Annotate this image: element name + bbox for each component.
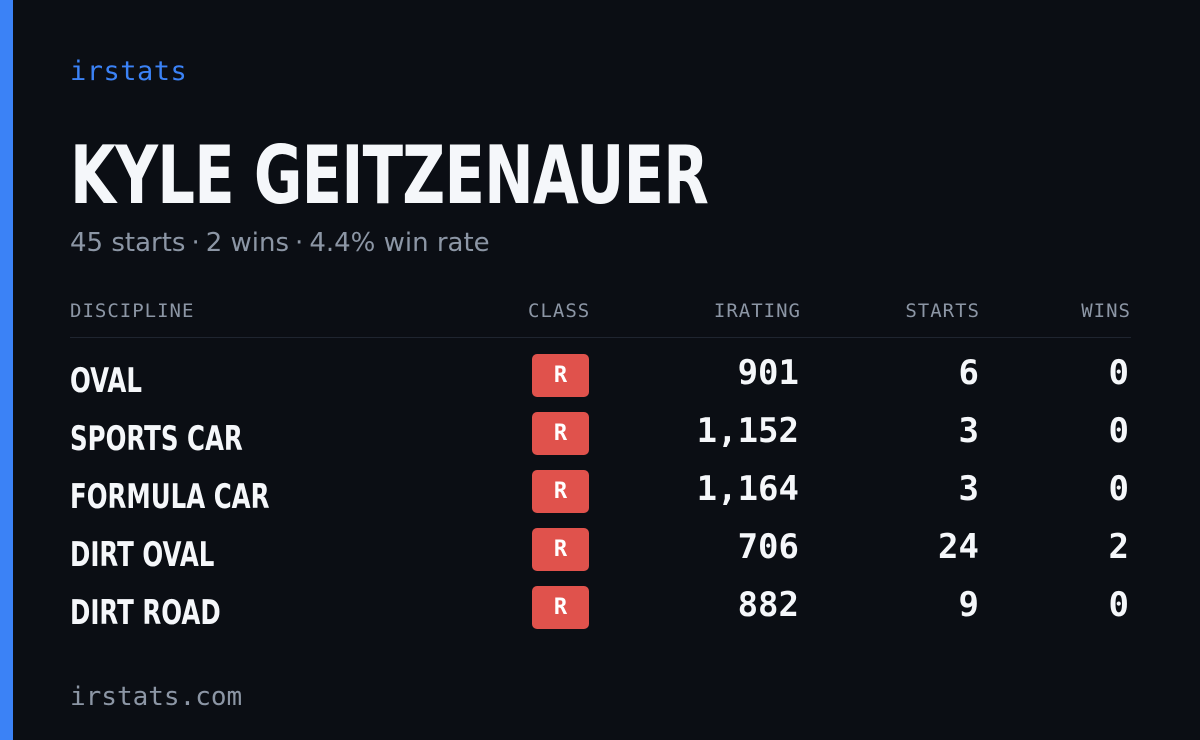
starts-value: 3: [958, 411, 979, 451]
class-badge: R: [532, 412, 589, 455]
class-badge: R: [532, 586, 589, 629]
starts-value: 9: [958, 585, 979, 625]
driver-name: KYLE GEITZENAUER: [70, 129, 709, 222]
win-rate: 4.4% win rate: [309, 228, 490, 258]
starts-value: 24: [938, 527, 979, 567]
accent-bar: [0, 0, 13, 740]
class-badge: R: [532, 354, 589, 397]
wins-count: 2 wins: [205, 228, 290, 258]
driver-summary: 45 starts · 2 wins · 4.4% win rate: [70, 228, 490, 258]
wins-value: 0: [1108, 411, 1129, 451]
discipline-name: OVAL: [70, 361, 142, 401]
wins-value: 0: [1108, 469, 1129, 509]
footer-url[interactable]: irstats.com: [70, 682, 243, 712]
table-header: DISCIPLINE CLASS IRATING STARTS WINS: [70, 300, 1131, 338]
brand-logo[interactable]: irstats: [70, 56, 188, 87]
wins-value: 0: [1108, 585, 1129, 625]
wins-value: 0: [1108, 353, 1129, 393]
header-class: CLASS: [528, 300, 591, 322]
header-irating: IRATING: [713, 300, 801, 322]
irating-value: 882: [737, 585, 799, 625]
class-badge: R: [532, 470, 589, 513]
discipline-name: DIRT OVAL: [70, 535, 215, 575]
wins-value: 2: [1108, 527, 1129, 567]
starts-value: 3: [958, 469, 979, 509]
starts-value: 6: [958, 353, 979, 393]
class-badge: R: [532, 528, 589, 571]
irating-value: 1,152: [696, 411, 799, 451]
table-row: OVAL R 901 6 0: [70, 354, 1131, 412]
irating-value: 706: [737, 527, 799, 567]
header-wins: WINS: [1081, 300, 1131, 322]
discipline-name: SPORTS CAR: [70, 419, 243, 459]
table-row: DIRT OVAL R 706 24 2: [70, 528, 1131, 586]
discipline-name: DIRT ROAD: [70, 593, 221, 633]
header-discipline: DISCIPLINE: [70, 300, 195, 322]
irating-value: 1,164: [696, 469, 799, 509]
separator: ·: [295, 228, 304, 258]
table-row: SPORTS CAR R 1,152 3 0: [70, 412, 1131, 470]
irating-value: 901: [737, 353, 799, 393]
header-starts: STARTS: [905, 300, 980, 322]
table-row: FORMULA CAR R 1,164 3 0: [70, 470, 1131, 528]
separator: ·: [191, 228, 200, 258]
starts-count: 45 starts: [70, 228, 186, 258]
discipline-name: FORMULA CAR: [70, 477, 270, 517]
table-row: DIRT ROAD R 882 9 0: [70, 586, 1131, 644]
